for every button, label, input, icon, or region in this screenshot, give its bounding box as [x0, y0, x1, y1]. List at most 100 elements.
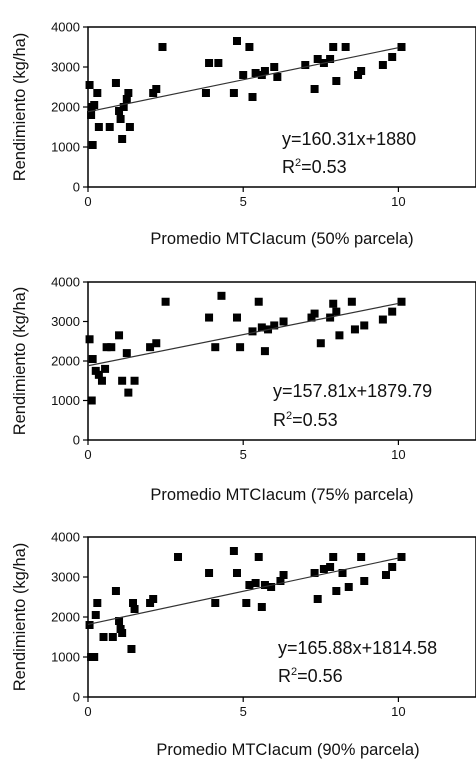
data-point	[388, 563, 397, 571]
x-tick-label: 5	[240, 704, 247, 719]
data-point	[127, 645, 136, 653]
chart-panel-75: 0 1000 2000 3000 4000 0 5 10 y=157.81x+1879.79…	[11, 275, 476, 504]
data-point	[319, 565, 328, 573]
x-axis-title-90: Promedio MTCIacum (90% parcela)	[156, 741, 419, 759]
x-tick-label: 10	[391, 447, 405, 462]
data-point	[205, 569, 214, 577]
data-point	[101, 364, 110, 373]
data-point	[146, 343, 155, 352]
data-point	[335, 331, 344, 340]
data-point	[360, 321, 369, 330]
x-tick-label: 10	[391, 194, 405, 209]
data-point	[245, 581, 254, 589]
data-point	[130, 605, 139, 613]
x-tick-label: 10	[391, 704, 405, 719]
data-point	[254, 553, 263, 561]
data-point	[107, 343, 116, 352]
y-axis-title-90: Rendimiento (kg/ha)	[11, 543, 29, 692]
data-point	[105, 123, 114, 131]
data-point	[310, 85, 319, 93]
data-point	[174, 553, 183, 561]
y-tick-label: 1000	[51, 393, 80, 408]
y-tick-label: 0	[73, 180, 80, 195]
data-point	[93, 599, 102, 607]
data-point	[338, 569, 347, 577]
x-tick-label: 0	[84, 194, 91, 209]
data-point	[316, 339, 325, 348]
x-tick-label: 5	[240, 447, 247, 462]
data-point	[270, 321, 279, 330]
data-point	[232, 37, 241, 45]
y-tick-label: 0	[73, 433, 80, 448]
x-ticks-75: 0 5 10	[84, 440, 406, 462]
data-point	[254, 297, 263, 306]
data-point	[332, 77, 341, 85]
data-point	[205, 59, 214, 67]
data-point	[239, 71, 248, 79]
data-point	[279, 571, 288, 579]
data-point	[310, 309, 319, 318]
data-point	[251, 69, 260, 77]
chart-panel-50: 0 1000 2000 3000 4000 0 5 10 y=160.31x+1880 R2…	[11, 20, 476, 248]
y-axis-title-75: Rendimiento (kg/ha)	[11, 287, 29, 436]
data-point	[326, 55, 335, 63]
data-point	[214, 59, 223, 67]
data-point	[341, 43, 350, 51]
y-tick-label: 3000	[51, 314, 80, 329]
data-point	[115, 331, 124, 340]
data-point	[232, 569, 241, 577]
y-tick-label: 4000	[51, 275, 80, 290]
data-point	[87, 111, 96, 119]
data-point	[332, 307, 341, 316]
data-point	[211, 343, 220, 352]
data-point	[329, 299, 338, 308]
data-point	[357, 67, 366, 75]
data-point	[357, 553, 366, 561]
data-point	[116, 115, 125, 123]
data-point	[329, 43, 338, 51]
data-point	[88, 141, 97, 149]
trendline-75	[87, 302, 399, 367]
data-point	[108, 633, 117, 641]
data-point	[257, 603, 266, 611]
x-tick-label: 0	[84, 447, 91, 462]
data-points-75	[85, 291, 406, 405]
data-point	[90, 101, 99, 109]
data-point	[97, 376, 106, 385]
data-point	[257, 323, 266, 332]
data-point	[273, 73, 282, 81]
r-squared-label-50: R2=0.53	[282, 157, 347, 177]
x-axis-title-75: Promedio MTCIacum (75% parcela)	[150, 486, 413, 504]
data-point	[129, 599, 138, 607]
data-point	[88, 355, 97, 364]
data-point	[211, 599, 220, 607]
x-ticks-90: 0 5 10	[84, 697, 406, 719]
data-point	[397, 43, 406, 51]
y-ticks-75: 0 1000 2000 3000 4000	[51, 275, 88, 448]
equation-label-90: y=165.88x+1814.58	[278, 638, 437, 658]
data-point	[260, 581, 269, 589]
data-point	[87, 396, 96, 405]
data-point	[205, 313, 214, 322]
data-point	[102, 343, 111, 352]
y-tick-label: 1000	[51, 140, 80, 155]
data-point	[111, 587, 120, 595]
data-point	[242, 599, 251, 607]
data-point	[332, 587, 341, 595]
data-point	[397, 297, 406, 306]
y-tick-label: 0	[73, 690, 80, 705]
data-point	[344, 583, 353, 591]
x-tick-label: 5	[240, 194, 247, 209]
data-point	[347, 297, 356, 306]
data-point	[388, 307, 397, 316]
data-point	[91, 611, 100, 619]
r-squared-label-75: R2=0.53	[273, 410, 338, 430]
data-point	[122, 95, 131, 103]
data-point	[360, 577, 369, 585]
y-tick-label: 2000	[51, 354, 80, 369]
data-point	[378, 61, 387, 69]
data-point	[152, 85, 161, 93]
data-point	[130, 376, 139, 385]
data-point	[301, 61, 310, 69]
